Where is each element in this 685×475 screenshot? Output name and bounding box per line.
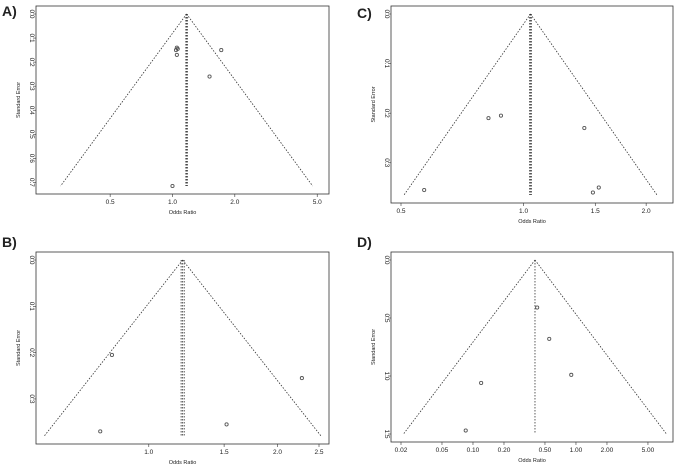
study-point [535, 305, 540, 310]
x-axis-title: Odds Ratio [518, 219, 546, 225]
funnel-right-limit [530, 13, 658, 196]
y-tick-label: 0.2 [383, 109, 390, 118]
y-tick-label: 0.1 [383, 59, 390, 68]
study-point [109, 352, 114, 357]
study-point [486, 116, 491, 121]
y-tick-label: 0.4 [28, 106, 35, 115]
y-tick-label: 0.3 [383, 158, 390, 167]
panel-c: C) 0.5 1.0 1.5 2.0 0.0 0.1 0.2 0.3 Odds Ratio Stan… [357, 5, 674, 225]
study-point [498, 113, 504, 118]
x-tick-label: 1.0 [168, 199, 177, 206]
study-point [596, 185, 601, 190]
y-tick-label: 0.7 [28, 178, 35, 187]
x-tick-label: 0.05 [436, 447, 449, 454]
funnel-right-limit [534, 259, 667, 435]
y-tick-label: 0.2 [28, 58, 35, 67]
x-tick-label: 0.50 [539, 447, 552, 454]
panel-d: D) 0.02 0.05 0.10 0.20 0.50 1.00 2.00 5.00 0.0 0.5… [357, 234, 674, 464]
plot-frame [35, 5, 330, 195]
x-tick-label: 1.0 [144, 449, 153, 456]
y-axis-title: Standard Error [371, 86, 377, 122]
funnel-left-limit [403, 13, 531, 196]
x-tick-label: 2.00 [601, 447, 614, 454]
study-point [224, 422, 229, 427]
funnel-right-limit [186, 13, 313, 187]
panel-label: A) [2, 3, 17, 19]
x-tick-label: 2.0 [273, 449, 282, 456]
study-point [98, 429, 103, 434]
y-tick-label: 0.6 [28, 154, 35, 163]
study-point [569, 372, 574, 377]
y-tick-label: 0.0 [383, 255, 390, 264]
study-point [299, 376, 304, 381]
x-tick-label: 1.00 [570, 447, 583, 454]
study-point [207, 74, 212, 79]
plot-frame [35, 251, 330, 445]
y-tick-label: 0.1 [28, 34, 35, 43]
x-tick-label: 1.5 [220, 449, 229, 456]
x-axis-title: Odds Ratio [169, 210, 197, 216]
plot-frame [390, 251, 674, 443]
y-tick-label: 0.0 [383, 9, 390, 18]
x-tick-label: 0.20 [498, 447, 511, 454]
x-tick-label: 5.00 [642, 447, 655, 454]
funnel-left-limit [403, 259, 536, 435]
funnel-right-limit [182, 259, 322, 437]
panel-a: A) 0.5 1.0 2.0 5.0 0.0 0.1 0.2 0.3 0.4 0.5 0.6 0.7 Od… [2, 3, 330, 216]
study-point [479, 380, 484, 386]
y-tick-label: 0.3 [28, 82, 35, 91]
x-tick-label: 0.5 [106, 199, 115, 206]
study-point [590, 190, 595, 195]
x-tick-label: 1.5 [591, 208, 600, 215]
y-tick-label: 0.5 [28, 130, 35, 139]
y-tick-label: 1.5 [383, 429, 390, 438]
y-axis-title: Standard Error [371, 329, 377, 365]
x-axis-title: Odds Ratio [518, 458, 546, 464]
study-point [547, 336, 552, 341]
x-tick-label: 2.0 [230, 199, 239, 206]
panel-label: D) [357, 234, 372, 250]
x-axis-title: Odds Ratio [169, 460, 197, 466]
y-tick-label: 0.2 [28, 348, 35, 357]
y-axis-title: Standard Error [16, 330, 22, 366]
panel-label: B) [2, 234, 17, 250]
x-tick-label: 0.02 [395, 447, 408, 454]
y-axis-title: Standard Error [16, 82, 22, 118]
study-point [422, 187, 427, 193]
panel-b: B) 1.0 1.5 2.0 2.5 0.0 0.1 0.2 0.3 Odds Ratio Stan… [2, 234, 330, 466]
y-tick-label: 0.0 [28, 255, 35, 264]
panel-label: C) [357, 5, 372, 21]
funnel-left-limit [43, 259, 183, 437]
study-point [463, 428, 468, 433]
study-point [219, 48, 224, 53]
study-point [173, 48, 179, 53]
y-tick-label: 0.0 [28, 9, 35, 18]
study-point [170, 183, 175, 189]
funnel-left-limit [60, 13, 187, 187]
y-tick-label: 1.0 [383, 371, 390, 380]
x-tick-label: 0.10 [467, 447, 480, 454]
x-tick-label: 2.0 [642, 208, 651, 215]
x-tick-label: 5.0 [313, 199, 322, 206]
study-point [174, 52, 179, 57]
y-tick-label: 0.5 [383, 313, 390, 322]
x-tick-label: 1.0 [519, 208, 528, 215]
x-tick-label: 2.5 [314, 449, 323, 456]
y-tick-label: 0.1 [28, 302, 35, 311]
study-point [582, 126, 587, 131]
y-tick-label: 0.3 [28, 394, 35, 403]
x-tick-label: 0.5 [396, 208, 405, 215]
plot-frame [390, 5, 674, 204]
